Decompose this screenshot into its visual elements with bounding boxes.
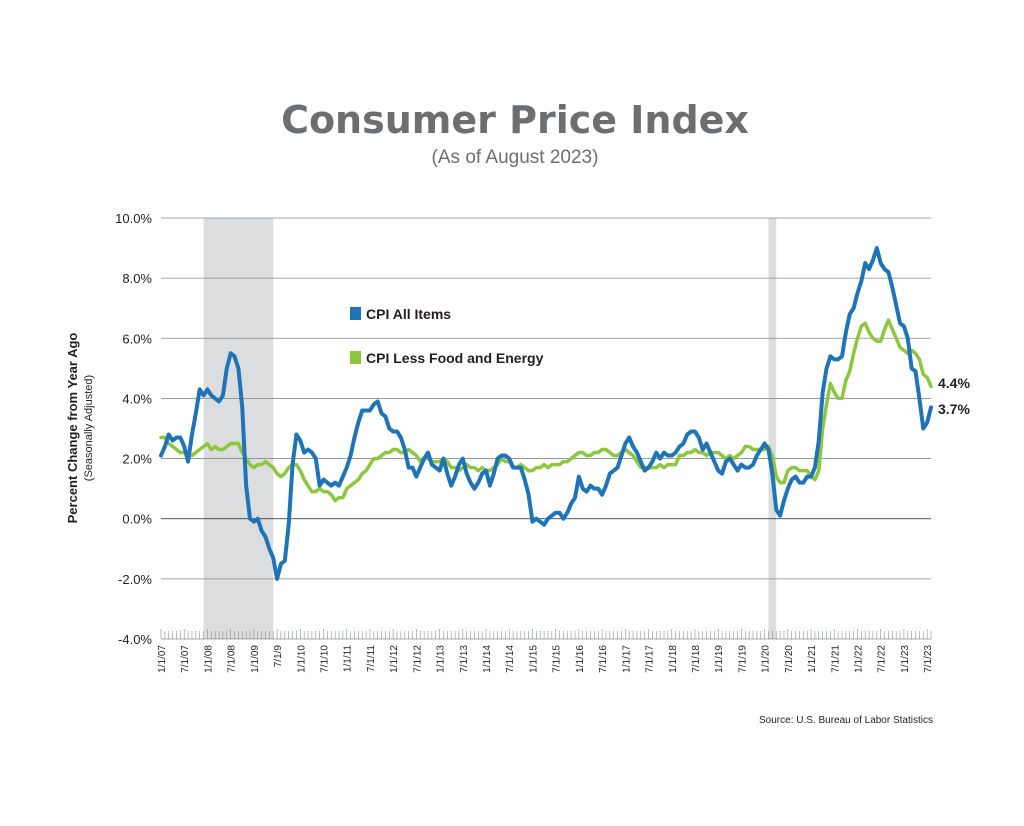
recession-band-1 bbox=[203, 218, 274, 639]
y-tick-label: 10.0% bbox=[115, 211, 152, 226]
x-tick-label: 1/1/14 bbox=[482, 645, 493, 673]
series-line-cpi-less-food-energy bbox=[159, 318, 933, 503]
x-tick-label: 7/1/19 bbox=[737, 645, 748, 673]
x-tick-label: 1/1/20 bbox=[761, 645, 772, 673]
y-tick-label: 0.0% bbox=[122, 512, 152, 527]
x-tick-label: 7/1/21 bbox=[830, 645, 841, 673]
legend-label-cpi-less-food-energy: CPI Less Food and Energy bbox=[366, 350, 544, 366]
x-tick-label: 7/1/15 bbox=[552, 645, 563, 673]
end-label-cpi-less-food-energy: 4.4% bbox=[938, 375, 970, 391]
y-tick-label: 8.0% bbox=[122, 271, 152, 286]
x-tick-label: 7/1/12 bbox=[412, 645, 423, 673]
x-tick-label: 7/1/11 bbox=[366, 645, 377, 672]
y-axis-sublabel: (Seasonally Adjusted) bbox=[83, 375, 95, 481]
x-tick-label: 7/1/20 bbox=[784, 645, 795, 673]
x-tick-label: 1/1/15 bbox=[528, 645, 539, 673]
x-tick-label: 1/1/23 bbox=[900, 645, 911, 673]
chart-subtitle: (As of August 2023) bbox=[432, 147, 599, 168]
recession-bands bbox=[203, 218, 777, 639]
x-tick-label: 7/1/07 bbox=[180, 645, 191, 673]
x-tick-label: 7/1/10 bbox=[320, 645, 331, 673]
x-tick-label: 1/1/08 bbox=[203, 645, 214, 673]
y-axis-ticks: -4.0% -2.0% 0.0% 2.0% 4.0% 6.0% 8.0% 10.0% bbox=[115, 211, 152, 647]
source-note: Source: U.S. Bureau of Labor Statistics bbox=[759, 715, 933, 726]
y-tick-label: -2.0% bbox=[118, 572, 152, 587]
x-tick-label: 7/1/08 bbox=[227, 645, 238, 673]
x-tick-label: 7/1/16 bbox=[598, 645, 609, 673]
x-tick-label: 1/1/22 bbox=[853, 645, 864, 673]
x-tick-label: 7/1/14 bbox=[505, 645, 516, 673]
y-tick-label: 2.0% bbox=[122, 452, 152, 467]
legend-swatch-cpi-less-food-energy bbox=[350, 351, 361, 364]
y-axis-label: Percent Change from Year Ago bbox=[65, 333, 80, 524]
y-tick-label: 6.0% bbox=[122, 331, 152, 346]
x-tick-label: 1/1/21 bbox=[807, 645, 818, 673]
x-tick-label: 7/1/23 bbox=[923, 645, 934, 673]
y-tick-label: -4.0% bbox=[118, 632, 152, 647]
x-tick-label: 1/1/18 bbox=[668, 645, 679, 673]
legend-label-cpi-all-items: CPI All Items bbox=[366, 306, 451, 322]
x-tick-label: 1/1/10 bbox=[296, 645, 307, 673]
x-tick-label: 1/1/12 bbox=[389, 645, 400, 673]
x-axis-ticks: 1/1/07 7/1/07 1/1/08 7/1/08 1/1/09 7/1/9 1/1/1… bbox=[157, 629, 934, 673]
end-label-cpi-all-items: 3.7% bbox=[938, 401, 970, 417]
x-tick-label: 1/1/09 bbox=[250, 645, 261, 673]
series-line-cpi-all-items bbox=[159, 246, 933, 581]
y-tick-label: 4.0% bbox=[122, 391, 152, 406]
x-tick-label: 1/1/19 bbox=[714, 645, 725, 673]
x-tick-label: 1/1/11 bbox=[343, 645, 354, 672]
recession-band-2 bbox=[768, 218, 777, 639]
x-tick-label: 1/1/13 bbox=[436, 645, 447, 673]
x-tick-label: 1/1/07 bbox=[157, 645, 168, 673]
x-tick-label: 1/1/16 bbox=[575, 645, 586, 673]
legend: CPI All Items CPI Less Food and Energy bbox=[350, 306, 544, 366]
legend-swatch-cpi-all-items bbox=[350, 307, 361, 320]
x-tick-label: 7/1/18 bbox=[691, 645, 702, 673]
x-tick-label: 7/1/13 bbox=[459, 645, 470, 673]
chart-title: Consumer Price Index bbox=[281, 98, 749, 142]
x-tick-label: 7/1/22 bbox=[877, 645, 888, 673]
x-tick-label: 1/1/17 bbox=[621, 645, 632, 673]
series-lines bbox=[159, 246, 933, 581]
x-tick-label: 7/1/17 bbox=[645, 645, 656, 673]
x-tick-label: 7/1/9 bbox=[273, 645, 284, 668]
